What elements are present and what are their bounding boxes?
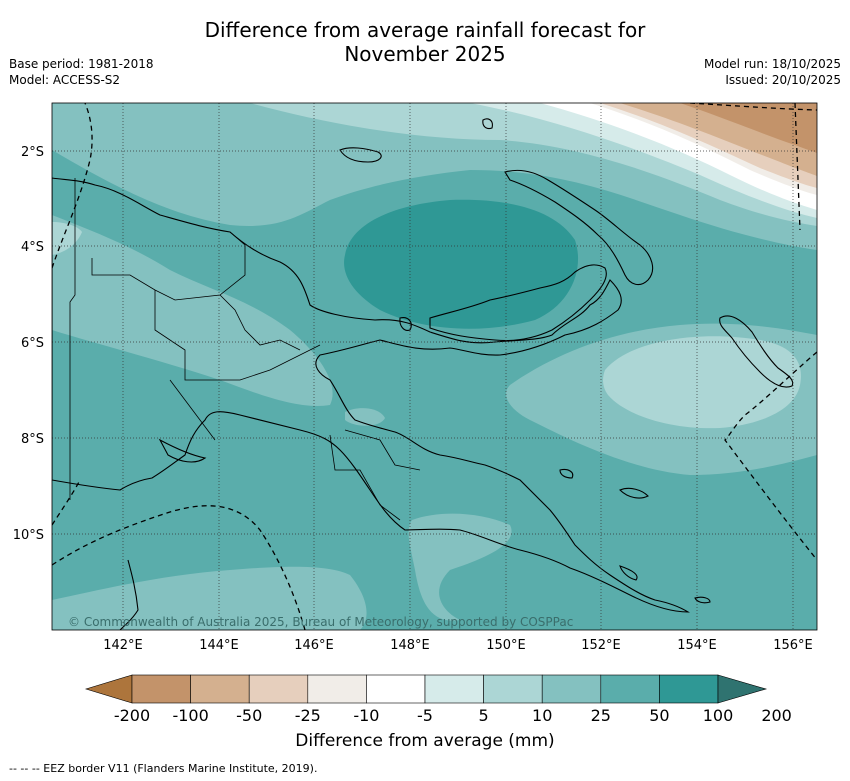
chart-title: Difference from average rainfall forecas… [0, 18, 850, 66]
island-louisiade [619, 565, 638, 581]
lon-label-152e: 152°E [581, 638, 621, 653]
title-line-2: November 2025 [344, 42, 506, 66]
lat-labels: 2°S 4°S 6°S 8°S 10°S [13, 145, 44, 543]
copyright-text: © Commonwealth of Australia 2025, Bureau… [68, 615, 573, 629]
colorbar-label: Difference from average (mm) [295, 731, 555, 751]
eez-torres [52, 505, 306, 630]
lon-label-146e: 146°E [294, 638, 334, 653]
lon-labels: 142°E 144°E 146°E 148°E 150°E 152°E 154°… [103, 638, 813, 653]
border-central [329, 434, 401, 521]
lon-label-144e: 144°E [199, 638, 239, 653]
eez-borders [52, 103, 817, 630]
colorbar-segment [307, 674, 367, 704]
colorbar-segment [659, 674, 719, 704]
colorbar-extend-min [84, 674, 133, 704]
eez-west [52, 479, 81, 526]
contour-10-25-east [603, 336, 801, 429]
colorbar-segment [366, 674, 426, 704]
colorbar-tick-label: 10 [532, 706, 552, 725]
border-oro [344, 429, 421, 471]
colorbar: -200 -100 -50 -25 -10 -5 5 10 25 50 100 200 [84, 674, 792, 725]
contour-25-50-southwest [52, 566, 367, 630]
meta-right: Model run: 18/10/2025 Issued: 20/10/2025 [704, 56, 841, 88]
new-britain-coast [429, 264, 607, 342]
contour-minus100 [680, 103, 817, 153]
rainfall-contours [52, 103, 817, 630]
colorbar-tick-label: -200 [114, 706, 150, 725]
lat-label-8s: 8°S [21, 432, 44, 447]
gridlines [52, 103, 817, 630]
colorbar-tick-label: 100 [703, 706, 734, 725]
lat-label-2s: 2°S [21, 145, 44, 160]
colorbar-tick-label: 5 [479, 706, 489, 725]
model-name: Model: ACCESS-S2 [9, 73, 121, 87]
colorbar-tick-label: -25 [295, 706, 321, 725]
title-line-1: Difference from average rainfall forecas… [204, 18, 646, 42]
manus-coast [339, 147, 382, 163]
border-gulf [169, 379, 216, 441]
coastlines [52, 118, 794, 630]
colorbar-segment [248, 674, 309, 704]
eez-footnote: -- -- -- EEZ border V11 (Flanders Marine… [9, 762, 318, 775]
issued-date: Issued: 20/10/2025 [725, 73, 841, 87]
colorbar-segment [600, 674, 660, 704]
island-trobriand [559, 468, 574, 479]
island-dentrecasteaux [619, 487, 649, 499]
lon-label-150e: 150°E [486, 638, 526, 653]
colorbar-tick-label: -5 [417, 706, 433, 725]
island-rossel [694, 596, 711, 604]
island-north [482, 118, 493, 130]
map-frame [51, 102, 818, 631]
island-fly [158, 438, 207, 463]
colorbar-tick-label: -100 [172, 706, 208, 725]
lon-label-156e: 156°E [773, 638, 813, 653]
eez-east-vertical [794, 103, 801, 231]
colorbar-tick-label: -10 [353, 706, 379, 725]
contour-100-200-central [344, 199, 579, 329]
base-period: Base period: 1981-2018 [9, 57, 154, 71]
provincial-borders [69, 178, 421, 521]
torres-strait-coast [119, 559, 139, 630]
bougainville-coast [719, 315, 794, 388]
lat-label-10s: 10°S [13, 528, 44, 543]
contour-25-50-small [345, 408, 385, 426]
eez-east [724, 351, 817, 561]
new-ireland-coast [504, 169, 654, 286]
lat-label-6s: 6°S [21, 336, 44, 351]
border-enga [154, 290, 321, 381]
colorbar-segment [541, 674, 602, 704]
lon-label-148e: 148°E [390, 638, 430, 653]
colorbar-tick-label: 25 [591, 706, 611, 725]
lat-label-4s: 4°S [21, 240, 44, 255]
colorbar-extend-max [717, 674, 768, 704]
eez-north-west [52, 103, 93, 269]
colorbar-tick-label: 50 [649, 706, 669, 725]
meta-left: Base period: 1981-2018 Model: ACCESS-S2 [9, 56, 154, 88]
lon-label-154e: 154°E [677, 638, 717, 653]
colorbar-tick-label: 200 [761, 706, 792, 725]
colorbar-segment [190, 674, 250, 704]
colorbar-segment [131, 674, 191, 704]
colorbar-segment [483, 674, 543, 704]
colorbar-segment [424, 674, 484, 704]
model-run: Model run: 18/10/2025 [703, 57, 841, 71]
new-guinea-coast [52, 177, 690, 613]
border-sandaun [91, 231, 246, 301]
contour-25-50-south [408, 513, 512, 621]
lon-label-142e: 142°E [103, 638, 143, 653]
island-umboi [399, 317, 412, 331]
colorbar-tick-label: -50 [236, 706, 262, 725]
border-png-indonesia [69, 178, 76, 500]
contour-25-50-west [52, 215, 333, 406]
